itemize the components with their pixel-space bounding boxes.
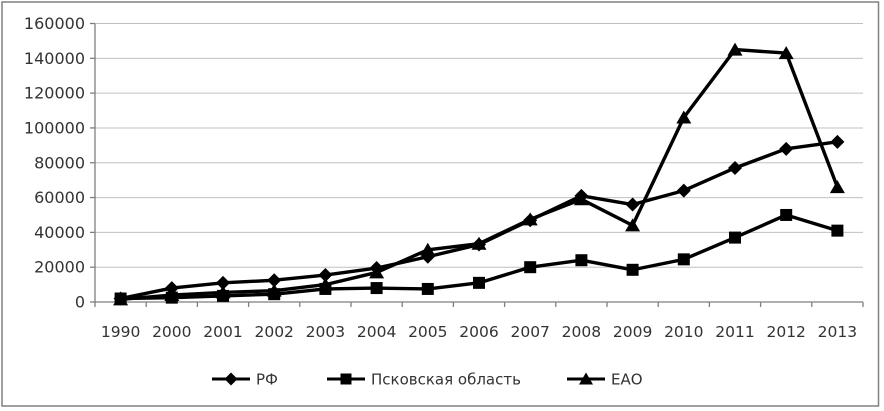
y-axis-tick-label: 120000 [24,84,85,103]
y-axis-tick-label: 140000 [24,49,85,68]
data-point-square [729,231,741,244]
legend-label: ЕАО [611,371,643,389]
x-axis-tick-label: 2008 [562,323,601,341]
data-point-triangle [164,288,180,302]
y-axis-tick-label: 0 [75,293,85,312]
legend-marker-diamond [224,372,238,386]
x-axis-tick-label: 2007 [510,323,549,341]
legend-label: Псковская область [371,371,521,389]
data-point-triangle [369,265,385,279]
data-point-triangle [522,212,538,226]
x-axis-tick-label: 2009 [613,323,652,341]
data-point-diamond [625,197,640,212]
data-point-triangle [420,242,436,256]
x-axis-tick-label: 2012 [766,323,805,341]
data-point-square [575,254,588,267]
data-point-diamond [267,273,282,288]
data-point-square [831,224,844,237]
data-point-diamond [318,268,333,283]
y-axis-tick-label: 60000 [34,188,85,207]
series-line-triangle [120,47,839,302]
data-point-triangle [266,283,282,297]
data-point-square [421,282,434,295]
y-axis-tick-label: 80000 [34,153,85,172]
data-point-diamond [830,134,845,149]
data-point-triangle [778,46,794,60]
y-axis-tick-label: 160000 [24,14,85,33]
data-point-triangle [471,236,487,250]
data-point-triangle [727,42,743,56]
x-axis-tick-label: 2010 [664,323,703,341]
x-axis-tick-label: 1990 [101,323,140,341]
data-point-diamond [779,141,794,156]
data-point-square [370,282,383,295]
x-axis-tick-label: 2000 [152,323,191,341]
data-point-triangle [573,192,589,206]
data-point-square [473,276,485,289]
legend-item-triangle: ЕАО [567,371,643,389]
y-axis-tick-label: 20000 [34,258,85,277]
data-point-diamond [216,275,230,290]
data-point-triangle [215,285,231,299]
legend-label: РФ [256,371,278,389]
legend-item-square: Псковская область [327,371,521,389]
data-point-triangle [676,110,692,124]
x-axis-tick-label: 2004 [357,323,396,341]
x-axis-tick-label: 2011 [715,323,754,341]
data-point-triangle [829,180,845,194]
data-point-square [626,263,639,276]
y-axis-tick-label: 40000 [34,223,85,242]
legend-marker-square [340,373,352,385]
data-point-triangle [113,292,129,306]
x-axis-tick-label: 2003 [306,323,345,341]
legend-item-diamond: РФ [212,371,278,389]
series-line-diamond [120,140,838,301]
data-point-triangle [317,277,333,291]
data-point-square [677,253,690,266]
x-axis-tick-label: 2006 [459,323,498,341]
data-point-triangle [625,218,641,232]
x-axis-tick-label: 2013 [818,323,857,341]
legend-marker-triangle [579,372,593,385]
data-point-diamond [728,160,742,175]
y-axis-tick-label: 100000 [24,118,85,137]
data-point-square [780,208,793,221]
data-point-square [524,261,537,274]
x-axis-tick-label: 2002 [254,323,293,341]
x-axis-tick-label: 2001 [203,323,242,341]
data-point-diamond [676,183,691,198]
x-axis-tick-label: 2005 [408,323,447,341]
